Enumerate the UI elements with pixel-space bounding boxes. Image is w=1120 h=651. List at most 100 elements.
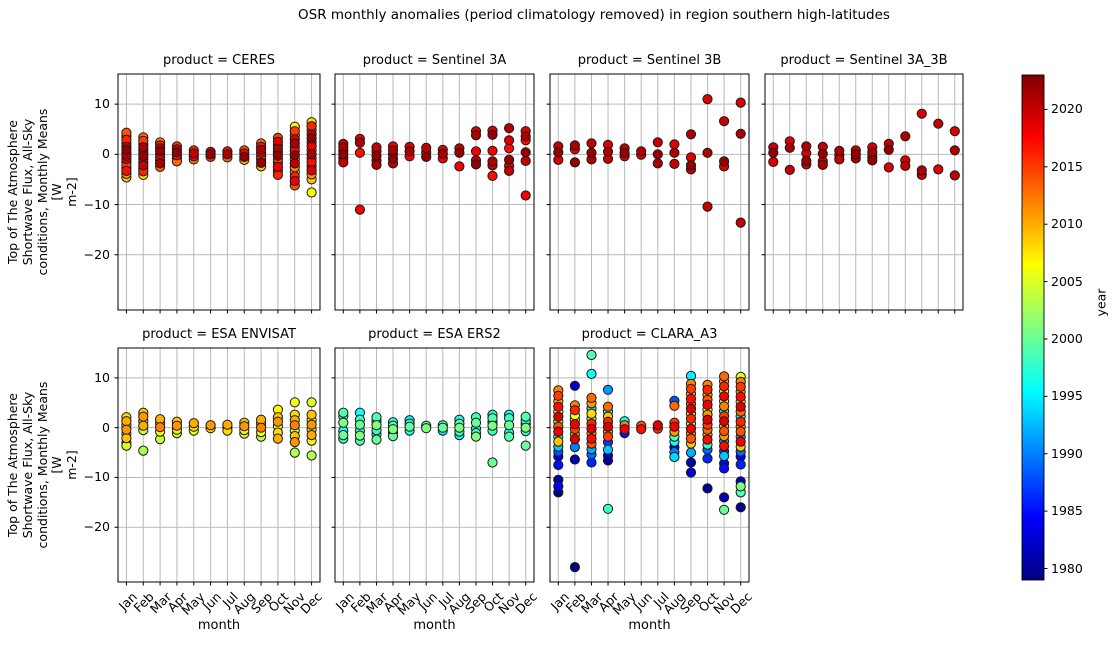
data-point <box>685 393 697 404</box>
data-point <box>586 138 597 149</box>
data-point <box>138 160 149 171</box>
data-point <box>768 156 779 167</box>
data-point <box>702 434 713 445</box>
colorbar-tick-label: 2010 <box>1051 216 1083 232</box>
data-point <box>602 503 614 514</box>
data-point <box>719 441 730 452</box>
data-points <box>121 397 317 461</box>
axes-frame <box>764 73 964 311</box>
data-point <box>504 135 515 146</box>
colorbar-gradient <box>1021 74 1045 581</box>
data-point <box>652 149 663 160</box>
data-point <box>883 144 894 155</box>
data-point <box>933 164 944 175</box>
data-point <box>222 149 233 160</box>
data-point <box>171 147 182 158</box>
data-point <box>735 401 746 412</box>
data-point <box>354 204 365 215</box>
data-point <box>188 418 199 429</box>
data-point <box>602 431 614 442</box>
data-point <box>121 416 132 427</box>
data-point <box>520 422 531 433</box>
y-tick-label: 10 <box>94 96 110 112</box>
grid <box>335 74 534 310</box>
data-point <box>121 144 132 155</box>
data-point <box>553 436 564 447</box>
data-point <box>719 371 730 382</box>
data-point <box>354 419 365 430</box>
subplot-esa-envisat <box>114 347 321 586</box>
tick-marks <box>114 103 313 314</box>
axes-frame <box>117 347 321 583</box>
data-point <box>155 146 166 157</box>
data-point <box>719 463 730 474</box>
data-point <box>586 147 597 158</box>
data-point <box>735 459 746 470</box>
data-point <box>669 147 680 158</box>
facet-title: product = CLARA_A3 <box>581 327 718 342</box>
data-point <box>306 430 317 441</box>
colorbar <box>1021 74 1048 581</box>
data-point <box>883 162 894 173</box>
data-point <box>949 170 960 181</box>
data-point <box>289 150 300 161</box>
grid <box>118 74 320 310</box>
data-point <box>916 108 927 119</box>
facet-title: product = Sentinel 3A_3B <box>780 53 948 68</box>
data-point <box>569 140 581 151</box>
data-point <box>900 131 911 142</box>
data-point <box>834 154 845 165</box>
data-point <box>272 416 283 427</box>
data-point <box>289 175 300 187</box>
tick-marks <box>331 377 527 586</box>
data-point <box>338 430 349 441</box>
data-point <box>702 201 713 212</box>
data-point <box>520 131 531 142</box>
data-point <box>685 457 697 468</box>
y-tick-label: −20 <box>83 519 110 535</box>
data-point <box>553 481 564 492</box>
data-point <box>338 407 349 418</box>
data-point <box>256 422 267 433</box>
data-point <box>569 405 581 416</box>
data-point <box>306 187 317 198</box>
data-point <box>504 431 515 442</box>
data-point <box>636 424 647 435</box>
data-point <box>735 391 746 402</box>
data-point <box>454 147 465 158</box>
data-point <box>569 380 581 391</box>
data-point <box>470 431 482 442</box>
data-point <box>272 150 283 161</box>
data-point <box>338 149 349 160</box>
data-point <box>801 155 812 166</box>
data-point <box>669 421 680 432</box>
facet-title: product = ESA ERS2 <box>368 327 501 342</box>
data-point <box>504 420 515 431</box>
data-point <box>306 409 317 420</box>
x-axis-label: month <box>628 618 671 633</box>
data-point <box>850 149 861 160</box>
data-point <box>155 158 166 169</box>
subplot-sentinel-3a-3b <box>761 73 964 314</box>
facet-title: product = Sentinel 3B <box>577 53 722 68</box>
data-point <box>354 137 365 148</box>
data-point <box>138 151 149 162</box>
data-point <box>735 381 746 392</box>
data-point <box>685 447 697 458</box>
data-point <box>306 165 317 176</box>
data-point <box>306 149 317 160</box>
data-point <box>685 413 697 424</box>
axes-frame <box>549 347 750 583</box>
colorbar-tick-label: 2005 <box>1051 273 1083 289</box>
data-point <box>256 157 267 168</box>
data-point <box>702 453 713 464</box>
data-point <box>306 133 317 144</box>
data-point <box>735 426 746 437</box>
data-point <box>371 159 382 170</box>
data-point <box>735 436 746 447</box>
data-point <box>487 457 498 468</box>
data-point <box>719 426 730 437</box>
data-point <box>652 420 663 431</box>
tick-marks <box>331 103 527 314</box>
data-point <box>487 145 498 156</box>
